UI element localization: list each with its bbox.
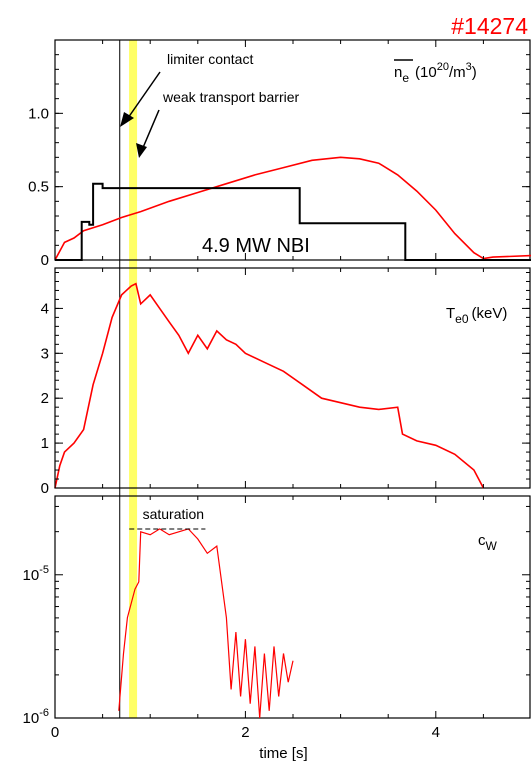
x-tick-label: 4 <box>432 724 440 741</box>
series-t-e0 <box>54 282 485 489</box>
y-tick-label: 0 <box>41 252 49 269</box>
weak-transport-barrier-label: weak transport barrier <box>162 89 300 105</box>
y-tick-label: 1 <box>41 435 49 452</box>
y-tick-label: 1.0 <box>28 105 49 122</box>
time-markers <box>119 40 138 718</box>
y-tick-label: 3 <box>41 345 49 362</box>
cw-label: cW <box>478 532 498 553</box>
saturation-label: saturation <box>143 506 204 522</box>
limiter-arrow-head <box>120 112 134 127</box>
limiter-arrow <box>127 71 161 119</box>
y-tick-label: 4 <box>41 300 49 317</box>
panel-frames <box>54 39 531 719</box>
limiter-contact-label: limiter contact <box>167 51 253 67</box>
barrier-arrow-head <box>136 143 147 158</box>
barrier-band <box>129 40 138 718</box>
x-tick-label: 0 <box>51 724 59 741</box>
axis-ticks: 0 2 4 0 0.5 1.0 0 1 2 3 4 10-6 10-5 <box>23 39 530 741</box>
panel-frame <box>54 495 531 719</box>
series-n-e <box>54 156 531 261</box>
shot-number: #14274 <box>451 13 528 39</box>
y-tick-label: 0 <box>41 480 49 497</box>
ne-panel-label: ne (1020/m3) <box>394 59 477 85</box>
y-tick-label: 0.5 <box>28 179 49 196</box>
barrier-arrow <box>141 109 160 151</box>
y-tick-label: 10-6 <box>23 707 49 727</box>
y-tick-label: 2 <box>41 390 49 407</box>
y-tick-label: 10-5 <box>23 564 49 584</box>
te0-label: Te0 (keV) <box>446 305 507 326</box>
x-tick-label: 2 <box>241 724 249 741</box>
data-traces <box>54 156 531 719</box>
nbi-label: 4.9 MW NBI <box>202 235 310 257</box>
series-c-w <box>118 528 294 719</box>
ne-label: ne (1020/m3) <box>394 61 477 85</box>
x-axis-label: time [s] <box>259 745 307 762</box>
series-nbi <box>55 182 531 261</box>
